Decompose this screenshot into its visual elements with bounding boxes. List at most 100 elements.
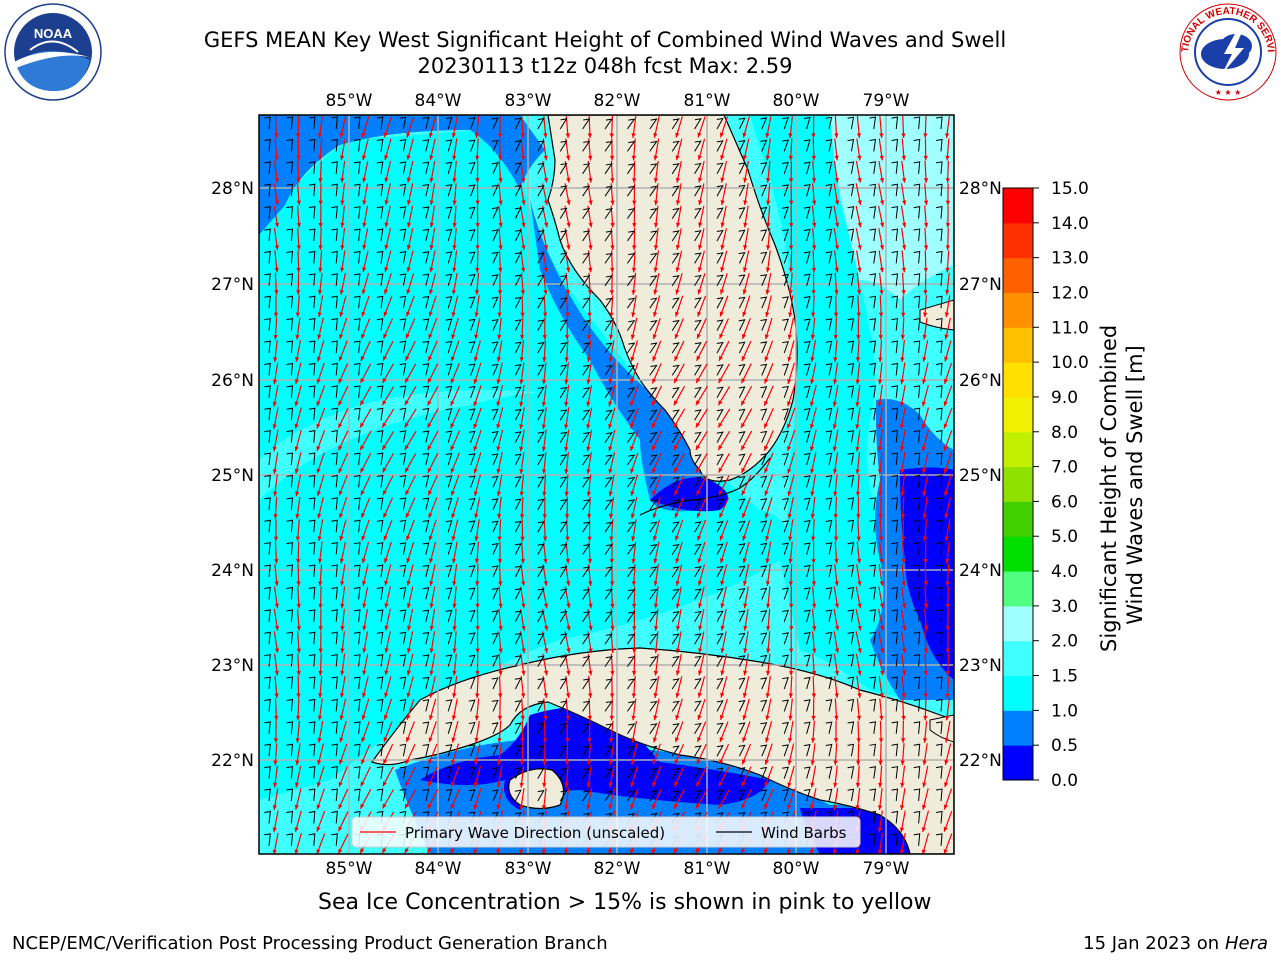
wind-barb [376, 206, 384, 219]
wind-barb [803, 542, 811, 555]
wave-direction-arrowhead [296, 200, 302, 206]
wave-direction-arrowhead [427, 400, 432, 406]
wind-barb [760, 363, 768, 376]
wind-barb [264, 250, 271, 264]
wave-direction-arrowhead [429, 558, 434, 564]
wave-direction-arrowhead [812, 648, 817, 654]
wave-direction-arrowhead [764, 848, 769, 854]
wave-direction-arrowhead [674, 378, 679, 384]
wave-direction-arrowhead [496, 401, 501, 407]
wave-direction-arrowhead [475, 155, 480, 161]
wave-direction-arrowhead [497, 312, 502, 318]
wind-barb [582, 387, 591, 399]
wind-barb [582, 767, 591, 779]
wind-barb [308, 318, 316, 331]
wave-direction-arrowhead [543, 267, 548, 273]
wave-direction-arrowhead [339, 737, 344, 743]
wave-direction-arrowhead [566, 603, 571, 609]
wind-barb [353, 228, 361, 242]
wind-barb [604, 521, 613, 533]
wave-direction-arrowhead [922, 379, 927, 385]
wind-barb [582, 252, 591, 264]
wind-barb [803, 385, 811, 398]
wind-barb [582, 723, 591, 735]
wave-direction-arrowhead [272, 849, 277, 854]
wind-barb [847, 698, 855, 712]
wind-barb [847, 609, 855, 622]
wave-direction-arrowhead [608, 423, 613, 429]
wind-barb [445, 587, 453, 600]
wave-direction-arrowhead [674, 467, 679, 473]
wind-barb [626, 252, 636, 264]
wind-barb [514, 565, 522, 578]
wave-direction-arrowhead [339, 715, 344, 721]
wind-barb [869, 362, 877, 376]
wave-direction-arrowhead [630, 401, 635, 407]
wind-barb [559, 655, 568, 667]
wave-direction-arrowhead [541, 424, 547, 430]
wave-direction-arrowhead [473, 378, 478, 384]
lat-labels-left: 28°N 27°N 26°N 25°N 24°N 23°N 22°N [211, 179, 254, 771]
wave-direction-arrowhead [404, 422, 409, 428]
wave-direction-arrowhead [675, 648, 681, 654]
wave-direction-arrowhead [857, 200, 862, 205]
wave-direction-arrowhead [696, 512, 701, 518]
wave-direction-arrowhead [338, 826, 343, 832]
wind-barb [935, 654, 943, 667]
wind-barb [649, 252, 658, 264]
wave-direction-arrowhead [609, 155, 615, 161]
wind-barb [694, 431, 702, 443]
wind-barb [468, 296, 476, 309]
wind-barb [825, 251, 833, 264]
wave-direction-arrowhead [384, 177, 389, 183]
wave-direction-arrowhead [719, 558, 725, 564]
wave-direction-arrowhead [295, 491, 300, 497]
wave-direction-arrowhead [543, 222, 549, 228]
wind-barb [738, 341, 746, 354]
wind-barb [716, 431, 724, 443]
wave-direction-arrowhead [810, 379, 815, 385]
wave-direction-arrowhead [857, 670, 862, 676]
wind-barb [286, 519, 294, 533]
wind-barb [803, 452, 811, 466]
wave-direction-arrowhead [720, 200, 725, 205]
wind-barb [422, 519, 430, 533]
wave-direction-arrowhead [498, 245, 503, 250]
wave-direction-arrowhead [586, 401, 591, 407]
wind-barb [847, 250, 855, 264]
wave-direction-arrowhead [609, 581, 615, 586]
wind-barb [782, 587, 789, 600]
wind-barb [847, 228, 855, 242]
wind-barb [331, 810, 338, 824]
wave-direction-arrowhead [923, 267, 928, 273]
wave-direction-arrowhead [631, 715, 636, 721]
wave-direction-arrowhead [543, 648, 549, 653]
wave-direction-arrowhead [834, 715, 839, 721]
lon-label: 85°W [326, 91, 373, 111]
wave-direction-arrowhead [764, 513, 769, 519]
wind-barb [399, 587, 407, 600]
wave-direction-arrowhead [608, 491, 613, 497]
wind-barb [468, 318, 476, 331]
wind-barb [671, 163, 680, 175]
wave-direction-arrowhead [698, 244, 703, 250]
wave-direction-arrowhead [674, 490, 679, 496]
lat-label: 25°N [959, 466, 1002, 486]
wind-barb [782, 632, 789, 645]
wave-direction-arrowhead [810, 514, 816, 519]
wind-barb [353, 295, 361, 309]
wind-barb [760, 184, 768, 197]
wind-barb [649, 230, 658, 242]
wave-direction-arrowhead [362, 648, 367, 654]
wave-direction-arrowhead [857, 581, 862, 586]
wind-barb [604, 454, 613, 466]
wind-barb [422, 273, 430, 286]
wind-barb [308, 407, 316, 421]
wind-barb [913, 340, 921, 354]
wave-direction-arrowhead [921, 827, 927, 833]
wave-direction-arrowhead [296, 626, 302, 631]
wind-barb [604, 611, 613, 623]
wave-direction-arrowhead [811, 290, 816, 295]
wave-direction-arrowhead [742, 155, 748, 161]
wind-barb [671, 723, 680, 735]
